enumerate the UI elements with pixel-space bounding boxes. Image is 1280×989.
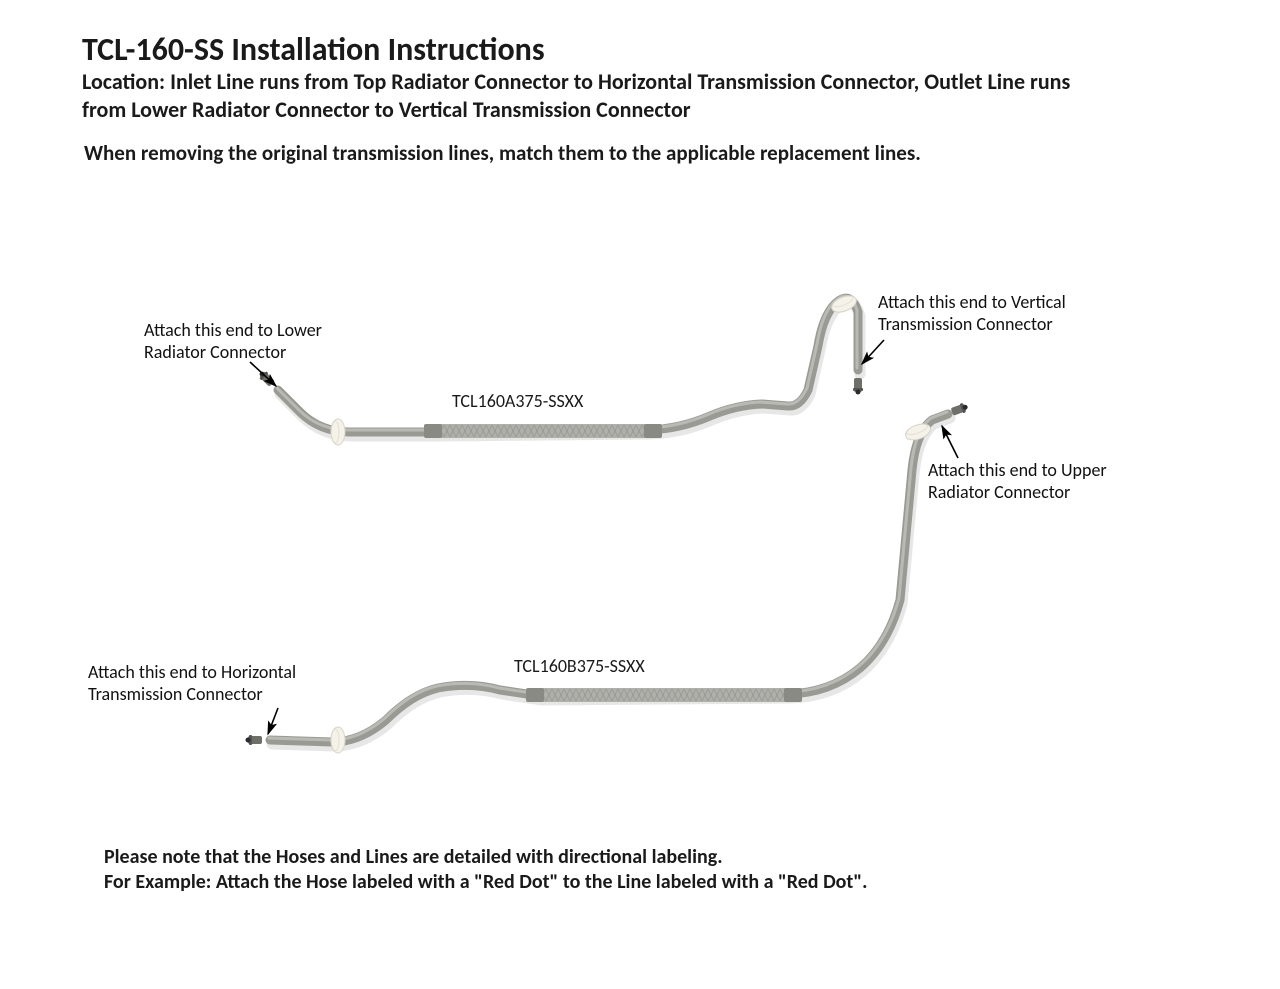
footnote-line-1: Please note that the Hoses and Lines are…	[104, 845, 867, 870]
footnote: Please note that the Hoses and Lines are…	[104, 845, 867, 895]
part-label-b: TCL160B375-SSXX	[514, 655, 645, 677]
callout-horizontal-transmission: Attach this end to HorizontalTransmissio…	[88, 662, 318, 705]
callout-vertical-transmission: Attach this end to VerticalTransmission …	[878, 292, 1098, 335]
callout-upper-radiator: Attach this end to UpperRadiator Connect…	[928, 460, 1138, 503]
callout-lower-radiator: Attach this end to LowerRadiator Connect…	[144, 320, 344, 363]
part-label-a: TCL160A375-SSXX	[452, 390, 583, 412]
instruction-sheet: TCL-160-SS Installation Instructions Loc…	[0, 0, 1280, 989]
footnote-line-2: For Example: Attach the Hose labeled wit…	[104, 870, 867, 895]
